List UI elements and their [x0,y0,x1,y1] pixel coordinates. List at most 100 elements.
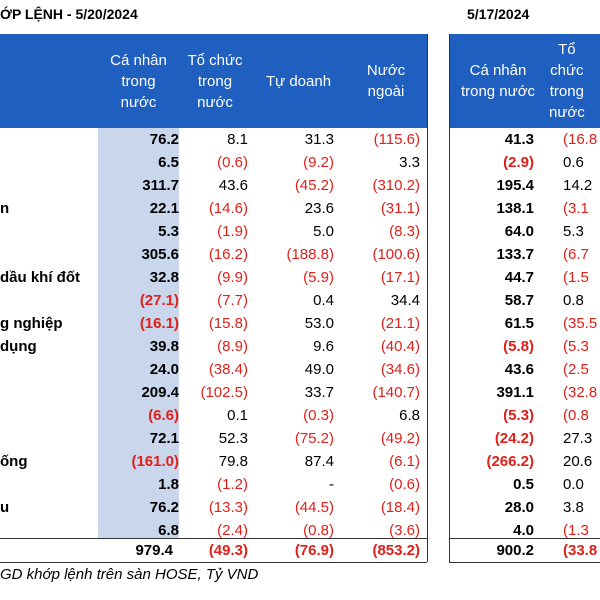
cell-col-3: (17.1) [380,269,420,286]
table-row: dụng 39.8 (8.9) 9.6 (40.4) (5.8) (5.3 [0,335,600,358]
cell-col-1: (38.4) [208,361,248,378]
cell-right-to-chuc: 0.6 [563,154,584,171]
cell-col-1: 43.6 [218,177,248,194]
cell-col-1: (14.6) [208,200,248,217]
cell-right-to-chuc: (1.3 [563,522,589,539]
cell-right-ca-nhan: 195.4 [496,177,534,194]
cell-right-to-chuc: 27.3 [563,430,593,447]
cell-col-0: 209.4 [141,384,179,401]
cell-col-2: (44.5) [294,499,334,516]
table-row: 24.0 (38.4) 49.0 (34.6) 43.6 (2.5 [0,358,600,381]
cell-col-0: 6.5 [158,154,179,171]
cell-col-2: 33.7 [304,384,334,401]
cell-col-3: (100.6) [372,246,420,263]
row-label: dầu khí đốt [0,269,80,286]
cell-col-0: 24.0 [149,361,179,378]
cell-col-3: (140.7) [372,384,420,401]
cell-col-1: (1.2) [217,476,248,493]
total-line-left [0,538,427,539]
cell-col-1: 0.1 [227,407,248,424]
cell-col-0: 311.7 [142,177,179,194]
cell-right-to-chuc: (5.3 [563,338,589,355]
row-label: g nghiệp [0,315,63,332]
cell-right-ca-nhan: (24.2) [494,430,534,447]
cell-col-3: 34.4 [390,292,420,309]
cell-right-ca-nhan: 58.7 [504,292,534,309]
cell-right-to-chuc: (3.1 [563,200,589,217]
cell-col-0: 76.2 [149,499,179,516]
header-to-chuc: Tổ chức trong nước [187,51,243,111]
header-ca-nhan: Cá nhân trong nước [110,51,167,111]
cell-col-0: 76.2 [149,131,179,148]
header-nuoc-ngoai: Nước ngoài [366,62,406,100]
cell-right-to-chuc: (2.5 [563,361,589,378]
cell-col-1: (102.5) [200,384,248,401]
table-row: 72.1 52.3 (75.2) (49.2) (24.2) 27.3 [0,427,600,450]
row-label: u [0,499,10,516]
table-row: 311.7 43.6 (45.2) (310.2) 195.4 14.2 [0,174,600,197]
table-row: 305.6 (16.2) (188.8) (100.6) 133.7 (6.7 [0,243,600,266]
title-left: ỚP LỆNH - 5/20/2024 [0,6,138,22]
shaded-column [98,128,179,538]
total-right-to-chuc: (33.8 [563,542,598,559]
cell-col-2: (45.2) [294,177,334,194]
cell-col-1: (15.8) [208,315,248,332]
header-right: Cá nhân trong nước Tổ chức trong nước [449,34,600,128]
cell-col-2: 0.4 [313,292,334,309]
cell-right-ca-nhan: (2.9) [503,154,534,171]
cell-col-2: (0.8) [303,522,334,539]
total-tu-doanh: (76.9) [294,542,334,559]
cell-right-to-chuc: 0.8 [563,292,584,309]
cell-right-ca-nhan: 41.3 [504,131,534,148]
cell-col-0: 6.8 [158,522,179,539]
table-row: 209.4 (102.5) 33.7 (140.7) 391.1 (32.8 [0,381,600,404]
table-row: g nghiệp (16.1) (15.8) 53.0 (21.1) 61.5 (35.5 [0,312,600,335]
table-row: dầu khí đốt 32.8 (9.9) (5.9) (17.1) 44.7 (1.5 [0,266,600,289]
cell-col-3: (18.4) [380,499,420,516]
table-row: 6.8 (2.4) (0.8) (3.6) 4.0 (1.3 [0,519,600,542]
divider-right [449,34,450,562]
cell-col-3: (0.6) [389,476,420,493]
cell-col-1: (0.6) [217,154,248,171]
cell-col-2: 31.3 [304,131,334,148]
cell-col-3: (34.6) [380,361,420,378]
cell-col-1: 79.8 [218,453,248,470]
cell-right-to-chuc: 0.0 [563,476,584,493]
table-row: 1.8 (1.2) - (0.6) 0.5 0.0 [0,473,600,496]
row-label: n [0,200,10,217]
divider-left [427,34,428,562]
total-nuoc-ngoai: (853.2) [372,542,420,559]
cell-col-0: 305.6 [141,246,179,263]
cell-col-1: (2.4) [217,522,248,539]
cell-col-3: (49.2) [380,430,420,447]
row-label: ống [0,453,28,470]
cell-col-3: (21.1) [380,315,420,332]
cell-col-1: 52.3 [218,430,248,447]
cell-right-to-chuc: 5.3 [563,223,584,240]
cell-col-3: 3.3 [399,154,420,171]
header-right-ca-nhan: Cá nhân trong nước [460,62,536,100]
cell-right-to-chuc: (16.8 [563,131,598,148]
bottom-line-left [0,562,427,563]
cell-col-3: 6.8 [399,407,420,424]
row-label: dụng [0,338,37,355]
cell-right-ca-nhan: 44.7 [504,269,534,286]
cell-col-3: (115.6) [373,131,420,148]
total-to-chuc: (49.3) [208,542,248,559]
header-left: Cá nhân trong nước Tổ chức trong nước Tự… [0,34,427,128]
cell-col-0: (27.1) [139,292,179,309]
cell-col-1: (1.9) [217,223,248,240]
total-ca-nhan: 979.4 [135,542,173,559]
cell-right-ca-nhan: 28.0 [504,499,534,516]
cell-right-ca-nhan: 391.1 [496,384,534,401]
cell-col-1: 8.1 [227,131,248,148]
cell-right-to-chuc: (0.8 [563,407,589,424]
total-row: 979.4 (49.3) (76.9) (853.2) 900.2 (33.8 [0,540,600,562]
cell-col-1: (9.9) [217,269,248,286]
cell-col-2: - [329,476,334,493]
cell-right-to-chuc: 20.6 [563,453,593,470]
cell-right-ca-nhan: 133.7 [496,246,534,263]
cell-col-2: 9.6 [313,338,334,355]
cell-right-to-chuc: 3.8 [563,499,584,516]
table-row: 5.3 (1.9) 5.0 (8.3) 64.0 5.3 [0,220,600,243]
